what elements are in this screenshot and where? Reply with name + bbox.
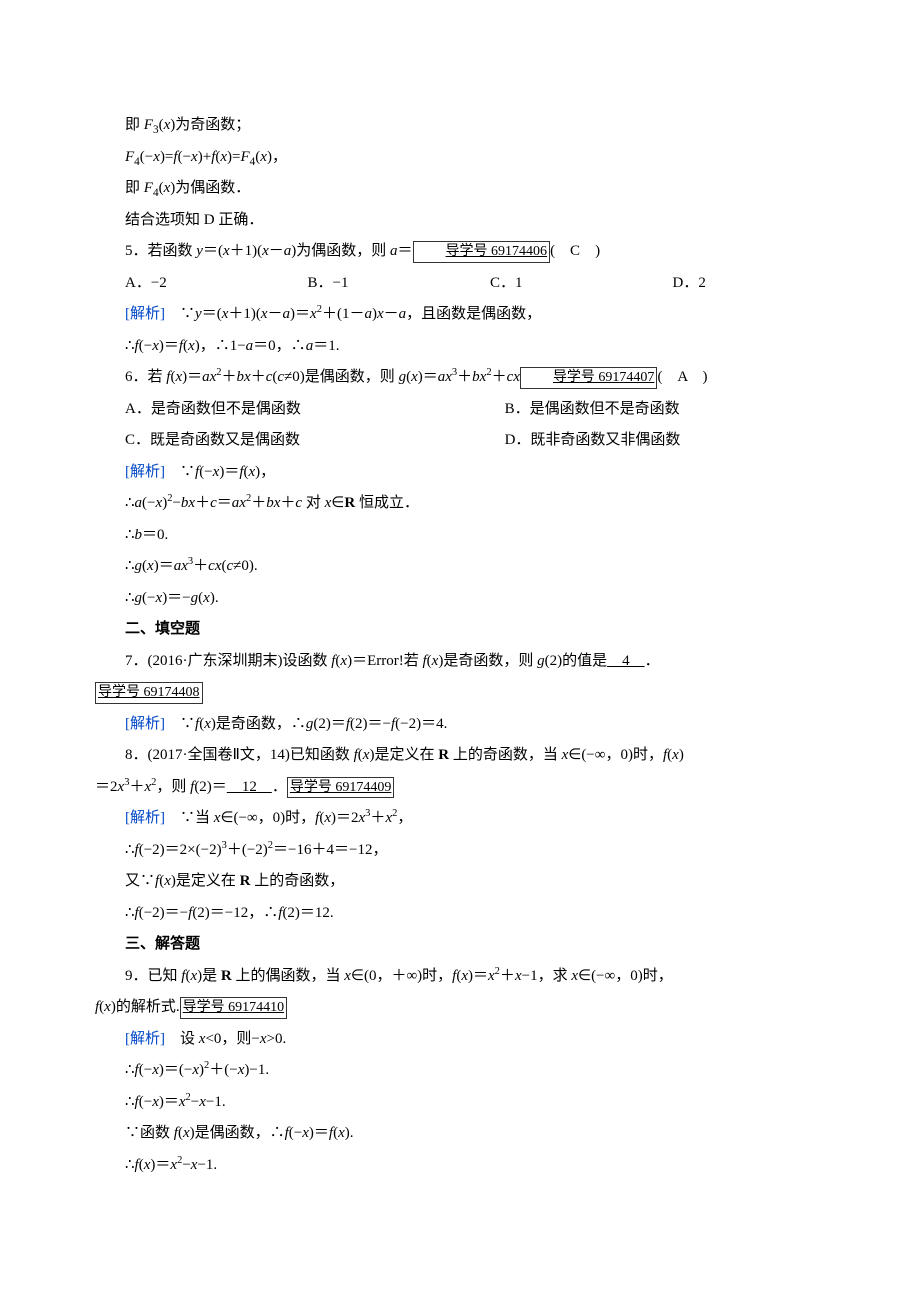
q9-analysis-4: ∵函数 f(x)是偶函数，∴f(−x)＝f(x). [95, 1118, 825, 1150]
q5-analysis-1: [解析] ∵y＝(x＋1)(x－a)＝x2＋(1－a)x－a，且函数是偶函数， [95, 299, 825, 331]
q8-analysis-3: 又∵f(x)是定义在 R 上的奇函数， [95, 866, 825, 898]
analysis-label: [解析] [125, 810, 165, 826]
study-id-69174406: 导学号 69174406 [413, 241, 551, 263]
line-f4-eq: F4(−x)=f(−x)+f(x)=F4(x)， [95, 142, 825, 174]
q5-opt-c: C．1 [460, 268, 643, 300]
analysis-label: [解析] [125, 1031, 165, 1047]
analysis-label: [解析] [125, 306, 165, 322]
q5-options: A．−2 B．−1 C．1 D．2 [95, 268, 825, 300]
study-id-69174410: 导学号 69174410 [180, 997, 288, 1019]
q5-analysis-2: ∴f(−x)＝f(x)，∴1−a＝0，∴a＝1. [95, 331, 825, 363]
line-f4-even: 即 F4(x)为偶函数． [95, 173, 825, 205]
q7-blank: 4 [607, 653, 645, 669]
q5-opt-d: D．2 [643, 268, 826, 300]
q5-stem: 5．若函数 y＝(x＋1)(x－a)为偶函数，则 a＝导学号 69174406(… [95, 236, 825, 268]
q5-opt-b: B．−1 [278, 268, 461, 300]
q8-stem-1: 8．(2017·全国卷Ⅱ文，14)已知函数 f(x)是定义在 R 上的奇函数，当… [95, 740, 825, 772]
q9-analysis-1: [解析] 设 x<0，则−x>0. [95, 1024, 825, 1056]
q6-opt-c: C．既是奇函数又是偶函数 [95, 425, 475, 457]
study-id-69174407: 导学号 69174407 [520, 367, 658, 389]
q7-stem: 7．(2016·广东深圳期末)设函数 f(x)＝Error!若 f(x)是奇函数… [95, 646, 825, 678]
q7-analysis: [解析] ∵f(x)是奇函数，∴g(2)＝f(2)＝−f(−2)＝4. [95, 709, 825, 741]
q9-stem-1: 9．已知 f(x)是 R 上的偶函数，当 x∈(0，＋∞)时，f(x)＝x2＋x… [95, 961, 825, 993]
study-id-69174409: 导学号 69174409 [287, 777, 395, 799]
q6-opt-b: B．是偶函数但不是奇函数 [475, 394, 825, 426]
section-fill: 二、填空题 [95, 614, 825, 646]
line-conclude-d: 结合选项知 D 正确． [95, 205, 825, 237]
section-solve: 三、解答题 [95, 929, 825, 961]
q6-analysis-2: ∴a(−x)2−bx＋c＝ax2＋bx＋c 对 x∈R 恒成立． [95, 488, 825, 520]
q7-study-id-line: 导学号 69174408 [95, 677, 825, 709]
q6-opt-a: A．是奇函数但不是偶函数 [95, 394, 475, 426]
line-f3-odd: 即 F3(x)为奇函数； [95, 110, 825, 142]
q6-options-row1: A．是奇函数但不是偶函数 B．是偶函数但不是奇函数 [95, 394, 825, 426]
q5-opt-a: A．−2 [95, 268, 278, 300]
q8-stem-2: ＝2x3＋x2，则 f(2)＝ 12 ．导学号 69174409 [95, 772, 825, 804]
q5-answer-slot: ( C ) [550, 243, 600, 259]
study-id-69174408: 导学号 69174408 [95, 682, 203, 704]
q9-analysis-3: ∴f(−x)＝x2−x−1. [95, 1087, 825, 1119]
q9-analysis-5: ∴f(x)＝x2−x−1. [95, 1150, 825, 1182]
q6-opt-d: D．既非奇函数又非偶函数 [475, 425, 825, 457]
q6-options-row2: C．既是奇函数又是偶函数 D．既非奇函数又非偶函数 [95, 425, 825, 457]
q8-blank: 12 [227, 779, 272, 795]
q6-answer-slot: ( A ) [657, 369, 707, 385]
q8-analysis-1: [解析] ∵当 x∈(−∞，0)时，f(x)＝2x3＋x2， [95, 803, 825, 835]
q8-analysis-4: ∴f(−2)＝−f(2)＝−12，∴f(2)＝12. [95, 898, 825, 930]
q9-analysis-2: ∴f(−x)＝(−x)2＋(−x)−1. [95, 1055, 825, 1087]
q9-stem-2: f(x)的解析式.导学号 69174410 [95, 992, 825, 1024]
analysis-label: [解析] [125, 464, 165, 480]
q6-analysis-4: ∴g(x)＝ax3＋cx(c≠0). [95, 551, 825, 583]
q8-analysis-2: ∴f(−2)＝2×(−2)3＋(−2)2＝−16＋4＝−12， [95, 835, 825, 867]
analysis-label: [解析] [125, 716, 165, 732]
q6-analysis-5: ∴g(−x)＝−g(x). [95, 583, 825, 615]
q6-stem: 6．若 f(x)＝ax2＋bx＋c(c≠0)是偶函数，则 g(x)＝ax3＋bx… [95, 362, 825, 394]
q6-analysis-1: [解析] ∵f(−x)＝f(x)， [95, 457, 825, 489]
q6-analysis-3: ∴b＝0. [95, 520, 825, 552]
